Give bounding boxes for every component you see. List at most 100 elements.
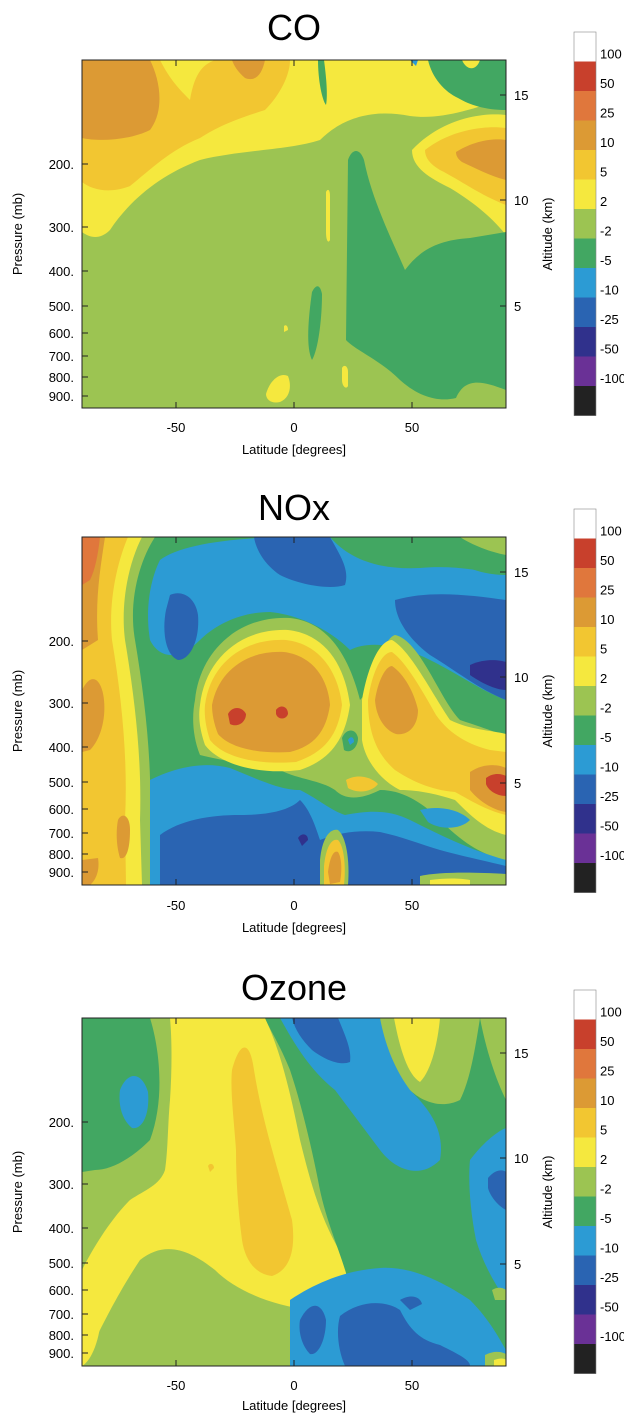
y-tick-label: 500. — [49, 299, 74, 314]
colorbar-label: 25 — [600, 106, 614, 121]
y-tick-label: 300. — [49, 220, 74, 235]
y-tick-label: 600. — [49, 1283, 74, 1298]
panel-ozone: Ozone — [10, 967, 624, 1413]
colorbar-label: -5 — [600, 253, 612, 268]
y-axis-label: Pressure (mb) — [10, 670, 25, 752]
contour-field — [82, 537, 506, 885]
colorbar-label: 100 — [600, 524, 622, 539]
y2-axis-label: Altitude (km) — [540, 675, 555, 748]
colorbar-label: -2 — [600, 224, 612, 239]
colorbar: 100 50 25 10 5 2 -2 -5 -10 -25 -50 -100 — [573, 31, 624, 416]
colorbar-swatch — [574, 120, 596, 151]
colorbar-swatch — [574, 91, 596, 121]
colorbar-label: 50 — [600, 1034, 614, 1049]
y-tick-label: 400. — [49, 1221, 74, 1236]
x-tick-label: 50 — [405, 898, 419, 913]
colorbar-label: -25 — [600, 312, 619, 327]
colorbar-label: -100 — [600, 848, 624, 863]
y-tick-label: 900. — [49, 865, 74, 880]
y-tick-label: 300. — [49, 696, 74, 711]
colorbar-swatch — [574, 209, 596, 239]
colorbar-swatch — [574, 1049, 596, 1079]
y-tick-label: 800. — [49, 370, 74, 385]
colorbar: 100 50 25 10 5 2 -2 -5 -10 -25 -50 -100 — [573, 989, 624, 1374]
x-ticks — [82, 60, 506, 408]
y-tick-label: 900. — [49, 389, 74, 404]
x-tick-label: -50 — [167, 1378, 186, 1393]
colorbar-label: 5 — [600, 165, 607, 180]
colorbar-swatch — [574, 568, 596, 598]
colorbar-label: -50 — [600, 342, 619, 357]
colorbar-label: 2 — [600, 671, 607, 686]
colorbar-swatch — [574, 863, 596, 893]
colorbar-label: 10 — [600, 135, 614, 150]
chart-title: NOx — [258, 487, 330, 528]
colorbar-swatch — [574, 32, 596, 62]
x-axis-label: Latitude [degrees] — [242, 1398, 346, 1413]
colorbar-swatch — [574, 1344, 596, 1374]
colorbar-swatch — [574, 686, 596, 716]
colorbar-swatch — [574, 1137, 596, 1168]
colorbar-swatch — [574, 1078, 596, 1109]
y-tick-label: 700. — [49, 349, 74, 364]
colorbar-frame — [573, 989, 597, 1374]
chart-title: CO — [267, 7, 321, 48]
colorbar-swatch — [574, 386, 596, 416]
colorbar-label: -100 — [600, 1329, 624, 1344]
contour-field — [82, 1018, 506, 1366]
colorbar-swatch — [574, 774, 596, 805]
colorbar-swatch — [574, 1196, 596, 1227]
colorbar-label: -5 — [600, 1211, 612, 1226]
colorbar-swatch — [574, 745, 596, 775]
y2-axis-label: Altitude (km) — [540, 198, 555, 271]
colorbar-label: -10 — [600, 760, 619, 775]
y-tick-label: 900. — [49, 1346, 74, 1361]
colorbar-label: 2 — [600, 1152, 607, 1167]
y-tick-label: 800. — [49, 1328, 74, 1343]
colorbar-swatch — [574, 356, 596, 387]
colorbar-swatch — [574, 1167, 596, 1197]
colorbar-label: -10 — [600, 1241, 619, 1256]
colorbar-label: 2 — [600, 194, 607, 209]
y-tick-label: 800. — [49, 847, 74, 862]
chart-title: Ozone — [241, 967, 347, 1008]
colorbar-swatch — [574, 1255, 596, 1286]
y-tick-label: 700. — [49, 1307, 74, 1322]
colorbar-label: -50 — [600, 819, 619, 834]
y-tick-label: 500. — [49, 775, 74, 790]
y2-tick-label: 5 — [514, 1257, 521, 1272]
colorbar-label: -2 — [600, 1182, 612, 1197]
colorbar-label: 50 — [600, 76, 614, 91]
y-tick-label: 500. — [49, 1256, 74, 1271]
colorbar-swatch — [574, 61, 596, 92]
y2-tick-label: 5 — [514, 776, 521, 791]
y-tick-label: 600. — [49, 326, 74, 341]
colorbar-swatch — [574, 1019, 596, 1050]
y-tick-label: 300. — [49, 1177, 74, 1192]
y-tick-label: 200. — [49, 1115, 74, 1130]
y2-tick-label: 5 — [514, 299, 521, 314]
colorbar: 100 50 25 10 5 2 -2 -5 -10 -25 -50 -100 — [573, 508, 624, 893]
colorbar-label: 5 — [600, 642, 607, 657]
colorbar-swatch — [574, 597, 596, 628]
x-axis-label: Latitude [degrees] — [242, 920, 346, 935]
colorbar-label: 5 — [600, 1123, 607, 1138]
x-tick-label: -50 — [167, 898, 186, 913]
colorbar-label: 25 — [600, 1064, 614, 1079]
colorbar-label: -2 — [600, 701, 612, 716]
colorbar-swatch — [574, 538, 596, 569]
colorbar-frame — [573, 31, 597, 416]
x-tick-label: 50 — [405, 420, 419, 435]
y2-tick-label: 10 — [514, 193, 528, 208]
colorbar-swatch — [574, 238, 596, 269]
colorbar-swatch — [574, 1314, 596, 1345]
colorbar-label: -25 — [600, 789, 619, 804]
colorbar-swatch — [574, 1108, 596, 1138]
colorbar-swatch — [574, 150, 596, 180]
x-tick-label: -50 — [167, 420, 186, 435]
x-tick-label: 0 — [290, 898, 297, 913]
y2-tick-label: 15 — [514, 88, 528, 103]
y-tick-label: 600. — [49, 802, 74, 817]
colorbar-swatch — [574, 627, 596, 657]
y-tick-label: 400. — [49, 740, 74, 755]
